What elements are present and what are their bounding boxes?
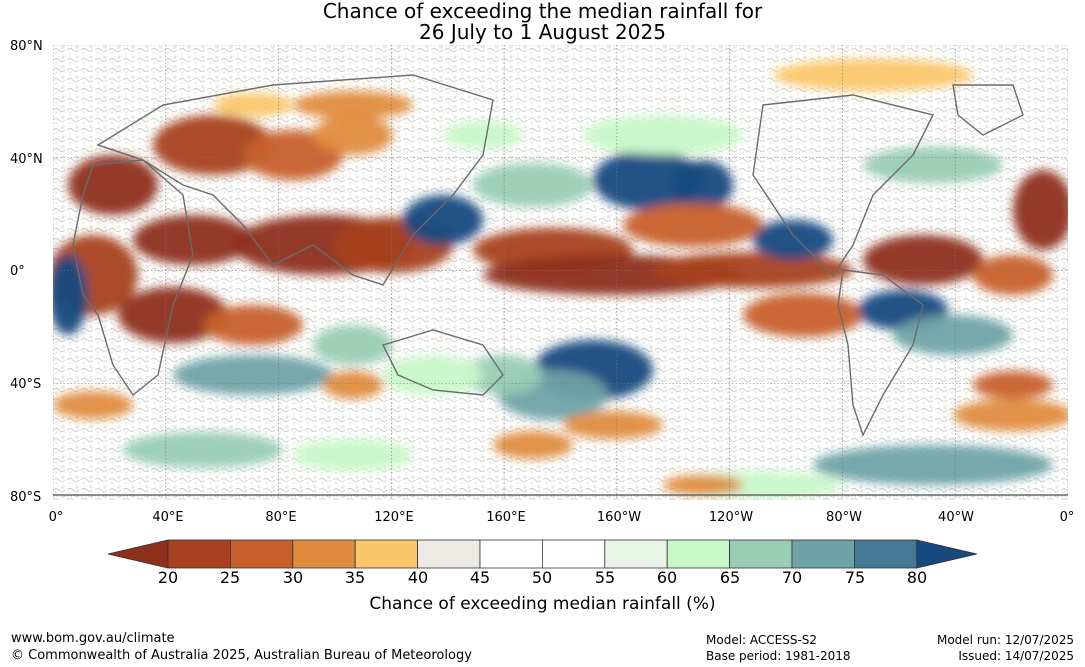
rainfall-probability-area	[753, 220, 833, 260]
footer-website: www.bom.gov.au/climate	[11, 631, 175, 646]
rainfall-probability-area	[313, 115, 393, 155]
rainfall-probability-area	[153, 115, 273, 175]
rainfall-probability-area	[53, 391, 133, 419]
rainfall-probability-area	[118, 287, 228, 343]
footer-base-period: Base period: 1981-2018	[706, 649, 851, 663]
colorbar-swatch	[666, 539, 731, 569]
lon-label-0-end: 0°	[1059, 510, 1075, 525]
rainfall-probability-area	[473, 163, 593, 207]
colorbar-swatch	[729, 539, 793, 569]
map-title-line1: Chance of exceeding the median rainfall …	[322, 0, 763, 23]
rainfall-probability-area	[893, 315, 1013, 355]
colorbar-swatch	[479, 539, 543, 569]
footer-model: Model: ACCESS-S2	[706, 633, 818, 647]
rainfall-probability-area	[293, 439, 413, 471]
colorbar-swatch	[292, 539, 356, 569]
colorbar	[107, 539, 978, 569]
eurasia-outline	[96, 74, 494, 286]
lat-label-40s: 40°S	[10, 377, 42, 392]
colorbar-tick-45: 45	[469, 568, 491, 587]
lon-label-0: 0°	[48, 510, 64, 525]
rainfall-probability-area	[743, 293, 863, 337]
rainfall-probability-area	[813, 445, 1053, 485]
rainfall-probability-area	[123, 432, 283, 468]
colorbar-tick-65: 65	[719, 568, 741, 587]
colorbar-tick-50: 50	[531, 568, 553, 587]
colorbar-tick-35: 35	[344, 568, 366, 587]
colorbar-title: Chance of exceeding median rainfall (%)	[369, 594, 716, 614]
footer-issued: Issued: 14/07/2025	[958, 649, 1074, 663]
south-america-outline	[837, 269, 924, 437]
rainfall-probability-area	[203, 305, 303, 345]
rainfall-probability-area	[663, 475, 743, 495]
lon-label-160e: 160°E	[486, 510, 526, 525]
colorbar-tick-80: 80	[906, 568, 928, 587]
colorbar-tick-55: 55	[594, 568, 616, 587]
lat-label-40n: 40°N	[10, 152, 43, 167]
rainfall-probability-area	[673, 160, 733, 210]
colorbar-over-arrow	[916, 539, 978, 569]
rainfall-probability-area	[323, 371, 383, 399]
lat-label-80s: 80°S	[10, 490, 42, 505]
greenland-outline	[952, 84, 1024, 136]
africa-outline	[72, 159, 194, 397]
rainfall-probability-area	[653, 252, 853, 288]
colorbar-swatch	[854, 539, 918, 569]
rainfall-probability-area	[133, 215, 253, 265]
rainfall-probability-area	[313, 325, 393, 365]
rainfall-probability-area	[443, 121, 523, 149]
colorbar-tick-60: 60	[656, 568, 678, 587]
rainfall-probability-area	[173, 355, 333, 395]
colorbar-tick-75: 75	[844, 568, 866, 587]
lon-label-80w: 80°W	[826, 510, 862, 525]
rainfall-probability-area	[48, 255, 88, 335]
rainfall-probability-area	[863, 235, 983, 285]
lat-label-80n: 80°N	[10, 39, 43, 54]
rainfall-probability-area	[563, 411, 663, 439]
north-america-outline	[752, 94, 935, 277]
rainfall-probability-area	[383, 355, 483, 395]
colorbar-swatch	[167, 539, 231, 569]
colorbar-swatch	[229, 539, 294, 569]
colorbar-swatch	[417, 539, 481, 569]
rainfall-probability-area	[213, 93, 293, 117]
rainfall-probability-area	[68, 155, 158, 215]
rainfall-probability-area	[493, 431, 573, 459]
colorbar-tick-30: 30	[282, 568, 304, 587]
footer-copyright: © Commonwealth of Australia 2025, Austra…	[11, 648, 472, 663]
colorbar-tick-25: 25	[219, 568, 241, 587]
map-title-line2: 26 July to 1 August 2025	[419, 20, 666, 44]
colorbar-tick-40: 40	[407, 568, 429, 587]
lon-label-40e: 40°E	[152, 510, 184, 525]
footer-model-run: Model run: 12/07/2025	[936, 633, 1074, 647]
rainfall-probability-area	[593, 150, 703, 210]
colorbar-swatch	[542, 539, 606, 569]
colorbar-swatch	[604, 539, 668, 569]
rainfall-probability-area	[403, 195, 483, 245]
rainfall-probability-area	[973, 371, 1053, 399]
colorbar-under-arrow	[107, 539, 169, 569]
colorbar-swatch	[354, 539, 419, 569]
rainfall-probability-area	[773, 59, 973, 91]
colorbar-swatch	[791, 539, 855, 569]
lon-label-40w: 40°W	[938, 510, 974, 525]
colorbar-tick-20: 20	[157, 568, 179, 587]
rainfall-probability-area	[953, 399, 1073, 431]
rainfall-map-svg	[48, 44, 1073, 500]
lon-label-160w: 160°W	[596, 510, 642, 525]
rainfall-map	[48, 44, 1073, 500]
rainfall-probability-area	[973, 255, 1053, 295]
rainfall-probability-area	[1013, 170, 1073, 250]
colorbar-tick-70: 70	[781, 568, 803, 587]
rainfall-probability-area	[293, 91, 413, 119]
lon-label-120w: 120°W	[708, 510, 754, 525]
australia-outline	[382, 329, 504, 396]
lon-label-120e: 120°E	[374, 510, 414, 525]
rainfall-probability-area	[863, 147, 1003, 183]
rainfall-probability-area	[583, 115, 743, 155]
lon-label-80e: 80°E	[265, 510, 297, 525]
rainfall-probability-area	[623, 203, 763, 247]
lat-label-equator: 0°	[10, 264, 25, 279]
